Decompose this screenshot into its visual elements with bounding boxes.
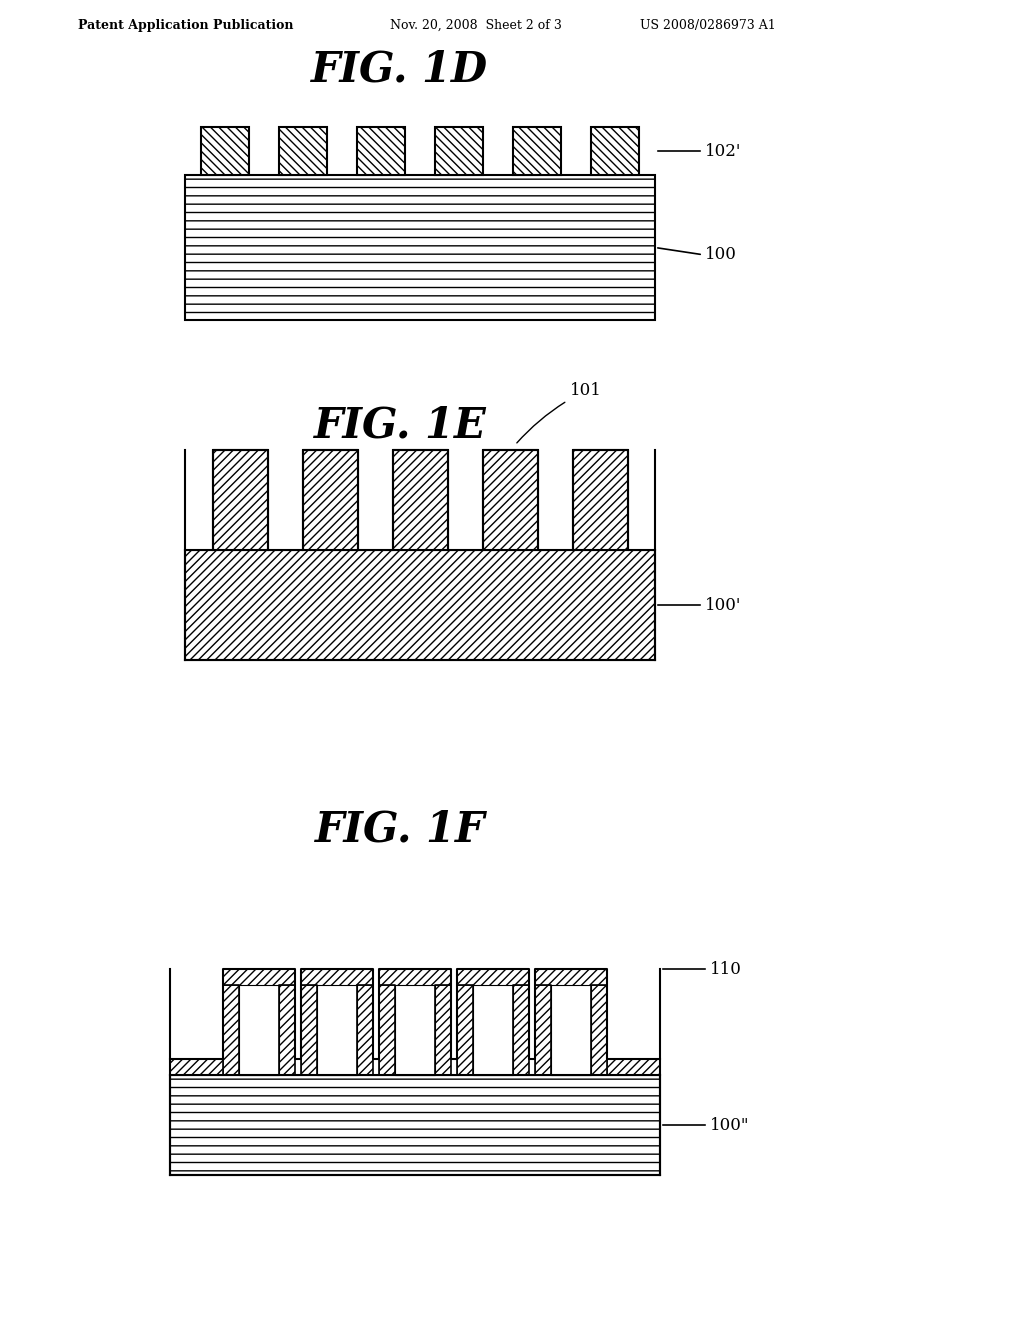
Bar xyxy=(213,450,267,550)
Bar xyxy=(357,985,373,1074)
Bar xyxy=(535,985,551,1074)
Bar xyxy=(535,969,607,985)
Bar xyxy=(447,450,482,550)
Bar xyxy=(317,985,357,1074)
Bar xyxy=(538,450,572,550)
Bar xyxy=(395,985,435,1074)
Bar xyxy=(435,127,483,176)
Bar xyxy=(302,450,357,550)
Bar xyxy=(279,127,327,176)
Text: 100": 100" xyxy=(710,1117,750,1134)
Bar xyxy=(591,985,607,1074)
Text: 100': 100' xyxy=(705,597,741,614)
Bar xyxy=(267,450,302,550)
Bar xyxy=(357,127,406,176)
Bar xyxy=(279,985,295,1074)
Text: Nov. 20, 2008  Sheet 2 of 3: Nov. 20, 2008 Sheet 2 of 3 xyxy=(390,18,562,32)
Bar xyxy=(572,450,628,550)
Bar xyxy=(239,985,279,1074)
Text: FIG. 1F: FIG. 1F xyxy=(314,809,485,851)
Bar xyxy=(301,985,317,1074)
Bar xyxy=(482,450,538,550)
Bar xyxy=(301,969,373,985)
Text: FIG. 1E: FIG. 1E xyxy=(313,404,486,446)
Text: 110: 110 xyxy=(710,961,741,978)
Bar xyxy=(392,450,447,550)
Bar xyxy=(223,985,239,1074)
Bar xyxy=(185,176,655,319)
Bar xyxy=(457,969,529,985)
Bar xyxy=(379,969,451,985)
Bar xyxy=(513,985,529,1074)
Bar xyxy=(170,1074,660,1175)
Bar xyxy=(451,1059,457,1074)
Bar xyxy=(201,127,249,176)
Text: US 2008/0286973 A1: US 2008/0286973 A1 xyxy=(640,18,776,32)
Bar xyxy=(628,450,655,550)
Bar xyxy=(513,127,561,176)
Bar xyxy=(529,1059,535,1074)
Bar xyxy=(170,964,660,1074)
Bar xyxy=(591,127,639,176)
Bar xyxy=(223,969,295,985)
Bar xyxy=(457,985,473,1074)
Text: 101: 101 xyxy=(517,381,602,444)
Bar xyxy=(170,1059,255,1074)
Bar xyxy=(575,1059,660,1074)
Text: Patent Application Publication: Patent Application Publication xyxy=(78,18,294,32)
Bar xyxy=(295,1059,301,1074)
Bar xyxy=(185,550,655,660)
Bar xyxy=(185,450,213,550)
Bar xyxy=(473,985,513,1074)
Text: 100: 100 xyxy=(705,247,737,263)
Text: FIG. 1D: FIG. 1D xyxy=(311,49,488,91)
Text: 102': 102' xyxy=(705,143,741,160)
Bar xyxy=(379,985,395,1074)
Bar xyxy=(373,1059,379,1074)
Bar xyxy=(357,450,392,550)
Bar xyxy=(435,985,451,1074)
Bar xyxy=(551,985,591,1074)
